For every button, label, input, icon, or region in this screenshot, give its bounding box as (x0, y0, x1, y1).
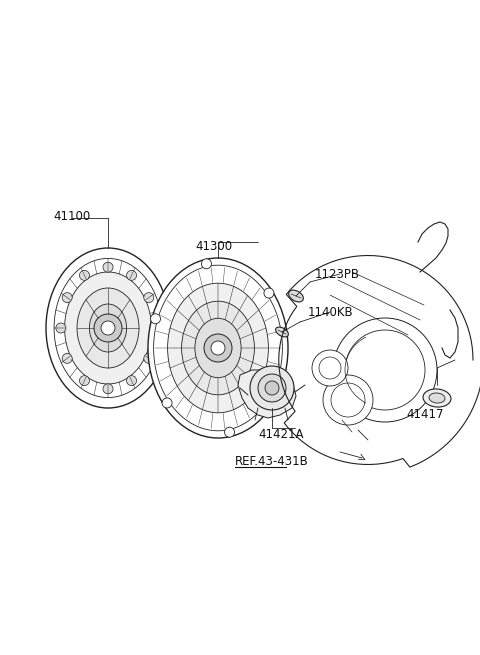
Circle shape (264, 288, 274, 298)
Circle shape (211, 341, 225, 355)
Circle shape (258, 374, 286, 402)
Circle shape (333, 318, 437, 422)
Circle shape (265, 381, 279, 395)
Circle shape (204, 334, 232, 362)
Circle shape (127, 271, 136, 280)
Ellipse shape (148, 258, 288, 438)
Circle shape (103, 384, 113, 394)
Ellipse shape (429, 393, 445, 403)
Circle shape (103, 262, 113, 272)
Circle shape (150, 323, 160, 333)
Ellipse shape (77, 288, 139, 368)
Ellipse shape (89, 304, 127, 352)
Circle shape (276, 372, 286, 383)
Text: 1123PB: 1123PB (315, 268, 360, 281)
Ellipse shape (195, 318, 241, 378)
Text: 41417: 41417 (406, 408, 444, 421)
Circle shape (162, 398, 172, 408)
Circle shape (250, 366, 294, 410)
Circle shape (94, 314, 122, 342)
Circle shape (127, 376, 136, 386)
Ellipse shape (168, 283, 268, 413)
Circle shape (345, 330, 425, 410)
Circle shape (101, 321, 115, 335)
Ellipse shape (46, 248, 170, 408)
Ellipse shape (276, 327, 288, 337)
Circle shape (151, 314, 160, 324)
Circle shape (312, 350, 348, 386)
Ellipse shape (181, 301, 254, 395)
Circle shape (331, 383, 365, 417)
Circle shape (80, 376, 89, 386)
Circle shape (225, 427, 235, 437)
Circle shape (62, 354, 72, 364)
Circle shape (56, 323, 66, 333)
Circle shape (144, 354, 154, 364)
Text: 41100: 41100 (53, 210, 90, 223)
Ellipse shape (54, 259, 162, 398)
Text: REF.43-431B: REF.43-431B (235, 455, 309, 468)
Ellipse shape (65, 272, 151, 384)
Circle shape (62, 293, 72, 303)
Text: 41421A: 41421A (258, 428, 303, 441)
Ellipse shape (288, 290, 303, 302)
Polygon shape (238, 368, 296, 418)
Circle shape (323, 375, 373, 425)
Circle shape (202, 259, 212, 269)
Circle shape (144, 293, 154, 303)
Circle shape (79, 271, 89, 280)
Ellipse shape (423, 389, 451, 407)
Text: 1140KB: 1140KB (308, 306, 354, 319)
Ellipse shape (154, 265, 282, 431)
Circle shape (319, 357, 341, 379)
Text: 41300: 41300 (195, 240, 232, 253)
Polygon shape (279, 255, 480, 467)
